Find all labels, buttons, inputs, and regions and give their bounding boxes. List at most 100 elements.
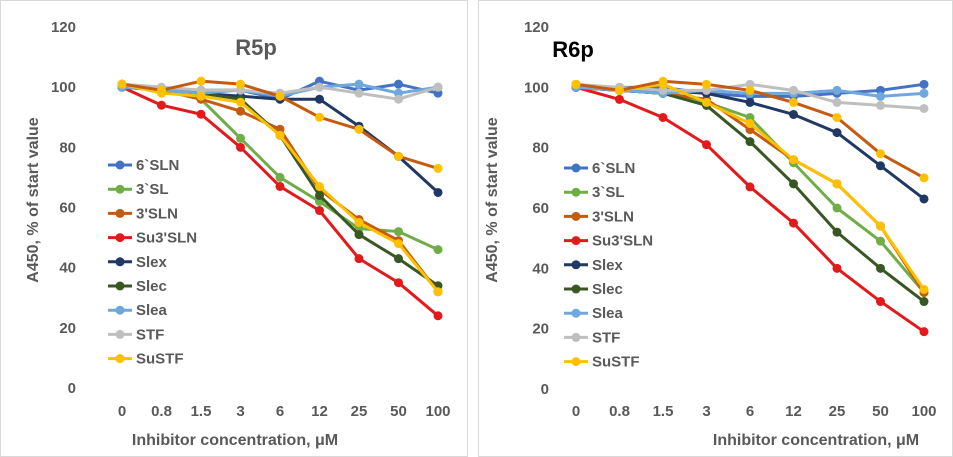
legend-label: 6`SLN (592, 160, 635, 177)
legend-swatch-marker (571, 332, 581, 342)
legend-label: SuSTF (592, 354, 640, 371)
data-point (658, 113, 668, 122)
legend-swatch-marker (115, 305, 125, 315)
data-point (196, 91, 206, 101)
legend-swatch-marker (571, 357, 581, 367)
data-point (789, 85, 798, 95)
legend-label: STF (136, 326, 164, 343)
data-point (117, 79, 127, 89)
legend-item: Slex (108, 254, 168, 271)
data-point (433, 163, 443, 173)
legend-label: STF (592, 329, 620, 346)
data-point (157, 100, 166, 110)
data-point (315, 82, 324, 92)
data-point (157, 85, 166, 95)
y-tick-label: 0 (68, 380, 76, 397)
y-axis-title: A450, % of start value (484, 117, 501, 283)
data-point (876, 149, 885, 159)
legend-item: 3'SLN (108, 205, 178, 222)
y-tick-label: 40 (59, 260, 76, 277)
y-tick-label: 100 (51, 79, 76, 96)
data-point (433, 311, 443, 321)
data-point (876, 297, 885, 307)
data-point (315, 190, 324, 200)
data-point (236, 106, 245, 116)
y-tick-label: 40 (532, 260, 549, 277)
y-tick-label: 80 (59, 139, 76, 156)
legend-item: Slec (564, 281, 623, 298)
x-tick-label: 25 (351, 403, 368, 420)
chart-R5p: 0 20 40 60 80 100 120 0 0.8 1.5 3 6 12 25 50 100 Inhibit… (0, 0, 468, 457)
legend-label: 3'SLN (136, 205, 178, 222)
legend-item: 3`SL (564, 184, 625, 201)
data-point (919, 79, 929, 89)
x-tick-label: 50 (390, 403, 407, 420)
legend-item: Slea (108, 302, 168, 319)
data-point (315, 206, 324, 216)
legend-label: 3`SL (592, 184, 625, 201)
data-point (571, 79, 581, 89)
data-point (789, 97, 798, 107)
legend-item: STF (108, 326, 164, 343)
legend-label: SuSTF (136, 351, 184, 368)
y-tick-label: 0 (541, 381, 549, 398)
x-tick-label: 12 (311, 403, 328, 420)
x-axis-title: Inhibitor concentration, μM (132, 432, 338, 449)
y-tick-label: 20 (59, 320, 76, 337)
data-point (354, 230, 364, 240)
legend-swatch-marker (571, 236, 581, 246)
data-point (919, 284, 929, 294)
legend-label: Slex (136, 254, 168, 271)
data-point (354, 254, 364, 264)
data-point (745, 97, 755, 107)
data-point (789, 179, 798, 189)
legend-label: Su3'SLN (136, 230, 197, 247)
data-point (315, 94, 324, 104)
legend-swatch-marker (115, 354, 125, 364)
data-point (433, 187, 443, 197)
legend-label: Su3'SLN (592, 233, 653, 250)
legend-swatch-marker (115, 208, 125, 218)
data-point (394, 278, 403, 288)
legend-label: 3'SLN (592, 208, 634, 225)
data-point (275, 172, 285, 182)
legend-label: 6`SLN (136, 157, 179, 174)
data-point (919, 173, 929, 183)
data-point (876, 236, 885, 246)
legend-swatch-marker (115, 257, 125, 267)
data-point (876, 221, 885, 231)
data-point (789, 218, 798, 228)
x-axis-title: Inhibitor concentration, μM (713, 432, 919, 449)
series-line (121, 85, 439, 317)
data-point (196, 109, 206, 119)
data-point (275, 130, 285, 140)
series-Su3'SLN (571, 82, 929, 337)
legend-swatch-marker (115, 160, 125, 170)
series-unlabeled (117, 76, 443, 173)
data-point (394, 254, 403, 264)
legend-item: 6`SLN (108, 157, 179, 174)
y-tick-label: 80 (532, 140, 549, 157)
data-point (745, 182, 755, 192)
legend-swatch-marker (571, 284, 581, 294)
y-tick-label: 100 (524, 79, 549, 96)
legend-item: SuSTF (564, 354, 640, 371)
y-tick-label: 60 (59, 200, 76, 217)
chart-R6p: 0 20 40 60 80 100 120 0 0.8 1.5 3 6 12 25 50 100 Inhibit… (478, 0, 953, 457)
x-tick-label: 100 (425, 403, 450, 420)
data-point (394, 79, 403, 89)
series-unlabeled (571, 76, 929, 183)
data-point (832, 263, 842, 273)
legend-label: Slex (592, 257, 624, 274)
data-point (919, 194, 929, 204)
chart-title: R5p (235, 35, 277, 60)
y-tick-label: 120 (524, 19, 549, 36)
x-tick-label: 0 (572, 403, 580, 420)
legend-label: Slec (136, 278, 167, 295)
legend-swatch-marker (571, 260, 581, 270)
data-point (876, 91, 885, 101)
data-point (275, 91, 285, 101)
data-point (876, 263, 885, 273)
data-point (615, 85, 624, 95)
